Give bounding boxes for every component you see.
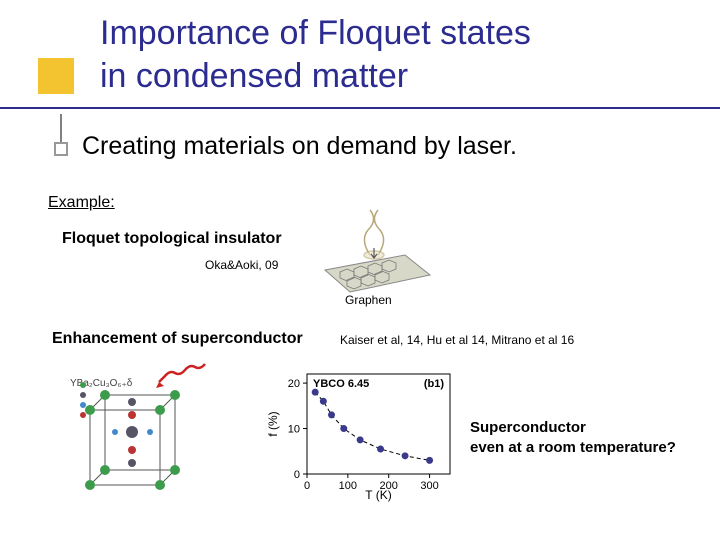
svg-text:YBCO 6.45: YBCO 6.45 [313, 378, 369, 390]
svg-text:(b1): (b1) [424, 378, 445, 390]
svg-text:T (K): T (K) [365, 488, 391, 502]
graphene-illustration [310, 200, 440, 295]
conclusion-line-2: even at a room temperature? [470, 438, 676, 458]
svg-text:0: 0 [304, 480, 310, 492]
graphene-label: Graphen [345, 293, 392, 307]
example-heading: Example: [48, 194, 115, 212]
title-line-1: Importance of Floquet states [100, 12, 680, 55]
title-underline [0, 107, 720, 109]
topological-label: Floquet topological insulator [62, 230, 282, 248]
conclusion-line-1: Superconductor [470, 418, 676, 438]
subtitle: Creating materials on demand by laser. [82, 132, 517, 161]
reference-kaiser: Kaiser et al, 14, Hu et al 14, Mitrano e… [340, 333, 574, 347]
svg-text:10: 10 [288, 424, 300, 436]
side-decoration [54, 114, 66, 154]
svg-text:0: 0 [294, 469, 300, 481]
ybco-chart: 010020030001020T (K)f (%)YBCO 6.45(b1) [265, 362, 460, 502]
enhancement-label: Enhancement of superconductor [52, 330, 303, 348]
page-title: Importance of Floquet states in condense… [100, 12, 680, 97]
svg-text:100: 100 [339, 480, 357, 492]
title-line-2: in condensed matter [100, 55, 680, 98]
accent-square [38, 58, 74, 94]
reference-oka-aoki: Oka&Aoki, 09 [205, 258, 278, 272]
conclusion-text: Superconductor even at a room temperatur… [470, 418, 676, 457]
svg-text:f (%): f (%) [266, 411, 280, 436]
crystal-illustration [75, 375, 210, 495]
svg-text:20: 20 [288, 378, 300, 390]
svg-text:300: 300 [420, 480, 438, 492]
